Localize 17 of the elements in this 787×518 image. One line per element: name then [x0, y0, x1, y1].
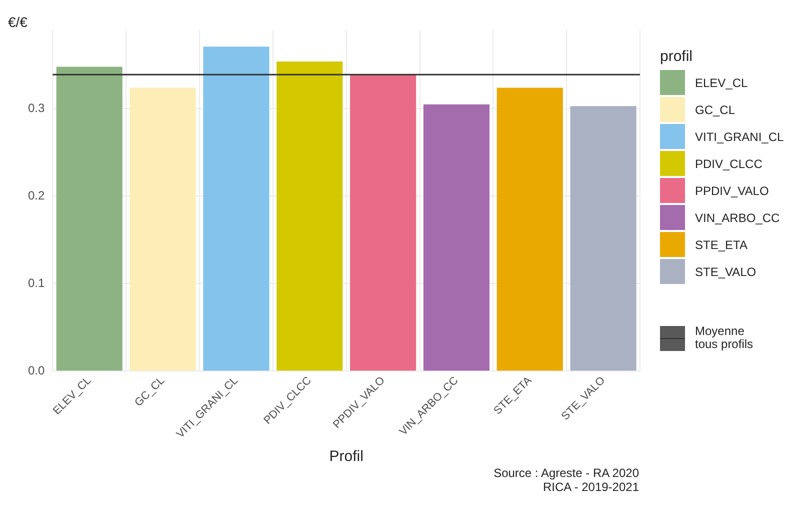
category-label: VITI_GRANI_CL	[695, 130, 784, 144]
category-label: VIN_ARBO_CC	[695, 210, 780, 224]
y-tick-label: 0.3	[28, 101, 45, 116]
y-tick-label: 0.2	[28, 188, 45, 203]
source-note: Source : Agreste - RA 2020 RICA - 2019-2021	[494, 466, 639, 494]
y-tick-label: 0.0	[28, 363, 45, 378]
category-label: STE_VALO	[695, 264, 756, 278]
y-axis-title: €/€	[8, 14, 28, 30]
category-label: ELEV_CL	[695, 76, 748, 90]
legend-label: Moyenne tous profils	[695, 324, 754, 351]
x-axis-title: Profil	[329, 448, 364, 466]
legend-title: profil	[660, 48, 694, 65]
y-tick-label: 0.1	[28, 276, 45, 290]
category-label: PDIV_CLCC	[695, 156, 762, 170]
category-label: PPDIV_VALO	[695, 184, 769, 198]
category-label: GC_CL	[695, 102, 736, 116]
category-label: STE_ETA	[695, 238, 748, 252]
